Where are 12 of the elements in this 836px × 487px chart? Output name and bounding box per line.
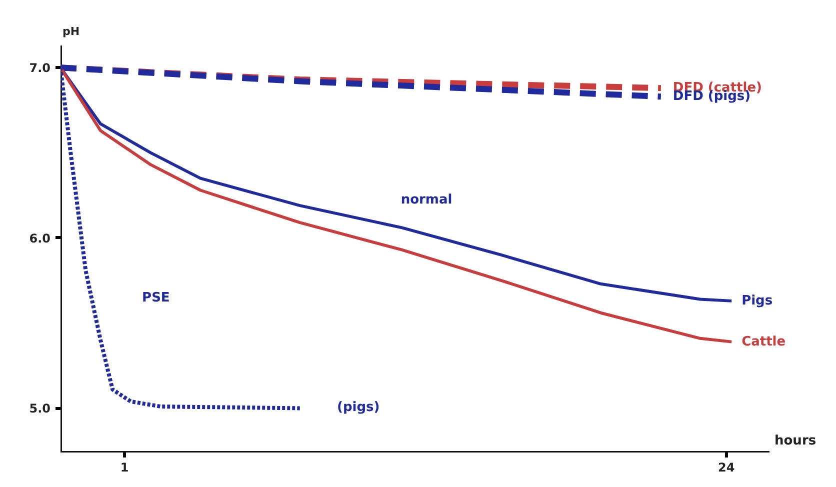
annotation: (pigs) [337, 400, 380, 416]
y-tick-label: 7.0 [29, 61, 51, 76]
series-label: Cattle [742, 334, 786, 350]
annotation: normal [400, 192, 452, 208]
series-label: Pigs [742, 293, 773, 308]
x-tick-label: 24 [718, 460, 735, 474]
y-axis-title: pH [62, 25, 80, 38]
x-tick-label: 1 [120, 460, 129, 474]
y-tick-label: 5.0 [29, 402, 51, 416]
annotation: PSE [142, 290, 170, 306]
y-tick-label: 6.0 [29, 231, 51, 246]
x-axis-title: hours [774, 434, 816, 448]
